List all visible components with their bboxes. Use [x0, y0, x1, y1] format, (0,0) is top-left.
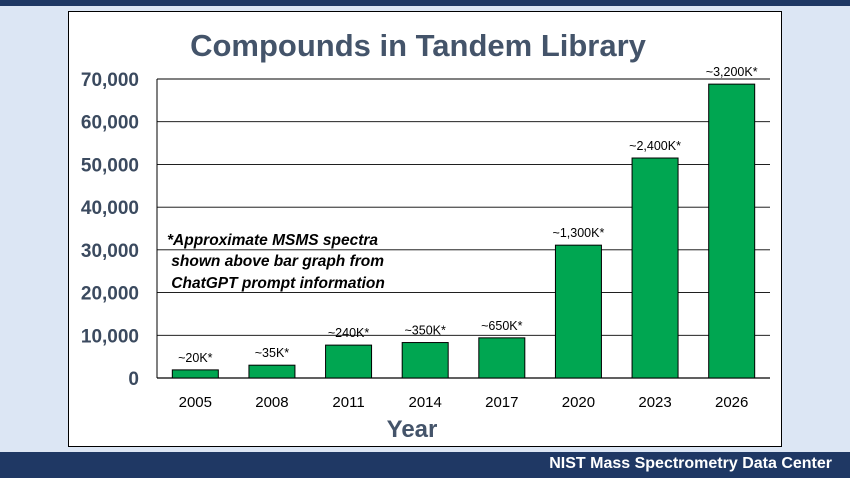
y-tick-label: 20,000 [81, 284, 139, 305]
bar-2014 [401, 342, 449, 379]
data-label: ~20K* [178, 351, 213, 365]
bar-2005 [171, 369, 219, 379]
data-label: ~650K* [481, 319, 522, 333]
x-tick-label: 2020 [562, 394, 595, 411]
data-labels: ~20K* ~35K* ~240K* ~350K* ~650K* ~1,300K* ~2,4… [178, 65, 758, 365]
y-tick-labels: 0 10,000 20,000 30,000 40,000 50,000 60,000 70,… [81, 70, 139, 390]
x-tick-label: 2005 [179, 394, 212, 411]
footer-text: NIST Mass Spectrometry Data Center [549, 455, 832, 472]
top-banner [0, 0, 850, 6]
bar-2017 [478, 337, 526, 379]
x-axis-label: Year [387, 416, 438, 443]
y-tick-label: 30,000 [81, 241, 139, 262]
x-tick-label: 2026 [715, 394, 748, 411]
bar-2008 [248, 364, 296, 379]
y-tick-label: 10,000 [81, 326, 139, 347]
annotation-line-1: *Approximate MSMS spectra [167, 232, 378, 249]
footer-banner: NIST Mass Spectrometry Data Center [0, 452, 850, 478]
bar-2011 [325, 344, 373, 379]
data-label: ~240K* [328, 326, 369, 340]
y-tick-label: 60,000 [81, 113, 139, 134]
bar-2023 [631, 157, 679, 379]
x-tick-label: 2017 [485, 394, 518, 411]
chart-title: Compounds in Tandem Library [190, 28, 647, 63]
bar-2020 [554, 244, 602, 379]
y-tick-label: 40,000 [81, 198, 139, 219]
data-label: ~350K* [405, 324, 446, 338]
x-tick-label: 2011 [332, 394, 364, 411]
y-tick-label: 50,000 [81, 155, 139, 176]
x-tick-labels: 2005 2008 2011 2014 2017 2020 2023 2026 [179, 394, 749, 411]
annotation-line-3: ChatGPT prompt information [167, 275, 385, 292]
x-tick-label: 2023 [638, 394, 671, 411]
annotation-line-2: shown above bar graph from [167, 253, 384, 270]
x-tick-label: 2008 [255, 394, 288, 411]
bar-2026 [708, 83, 756, 379]
bars [171, 83, 756, 379]
data-label: ~3,200K* [706, 65, 758, 79]
data-label: ~1,300K* [553, 226, 605, 240]
data-label: ~35K* [255, 346, 290, 360]
data-label: ~2,400K* [629, 139, 681, 153]
x-tick-label: 2014 [409, 394, 442, 411]
y-tick-label: 0 [128, 369, 139, 390]
y-tick-label: 70,000 [81, 70, 139, 91]
